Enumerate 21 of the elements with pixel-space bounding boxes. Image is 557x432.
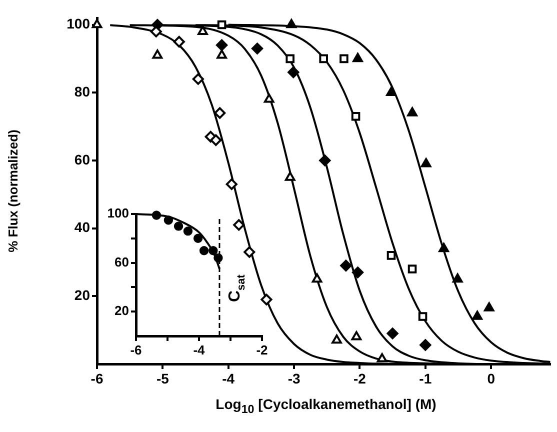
x-axis-title: Log$_{10}$ [Cycloalkanemethanol] (M) [214, 396, 438, 416]
y-tick-label: 40 [74, 219, 90, 236]
x-tick-label: -2 [354, 370, 366, 386]
y-axis-title: % Flux (normalized) [5, 130, 20, 252]
ref-line-label: Csat [226, 274, 248, 302]
y-tick-label: 20 [74, 287, 90, 304]
y-tick-label: 20 [114, 303, 129, 318]
y-tick-label: 60 [114, 254, 129, 270]
y-tick-label: 100 [66, 16, 90, 32]
x-tick-label: -5 [156, 370, 170, 386]
x-tick-label: -2 [256, 342, 268, 358]
x-tick-label: -6 [130, 342, 142, 358]
x-tick-label: -4 [193, 342, 206, 358]
x-tick-label: -1 [419, 370, 432, 386]
x-tick-label: -4 [222, 370, 235, 386]
x-tick-label: -6 [90, 370, 104, 386]
y-tick-label: 100 [107, 206, 129, 221]
x-tick-label: 0 [487, 370, 496, 386]
x-tick-label: -3 [288, 370, 300, 386]
y-tick-label: 80 [74, 83, 90, 100]
y-tick-label: 60 [74, 151, 90, 168]
